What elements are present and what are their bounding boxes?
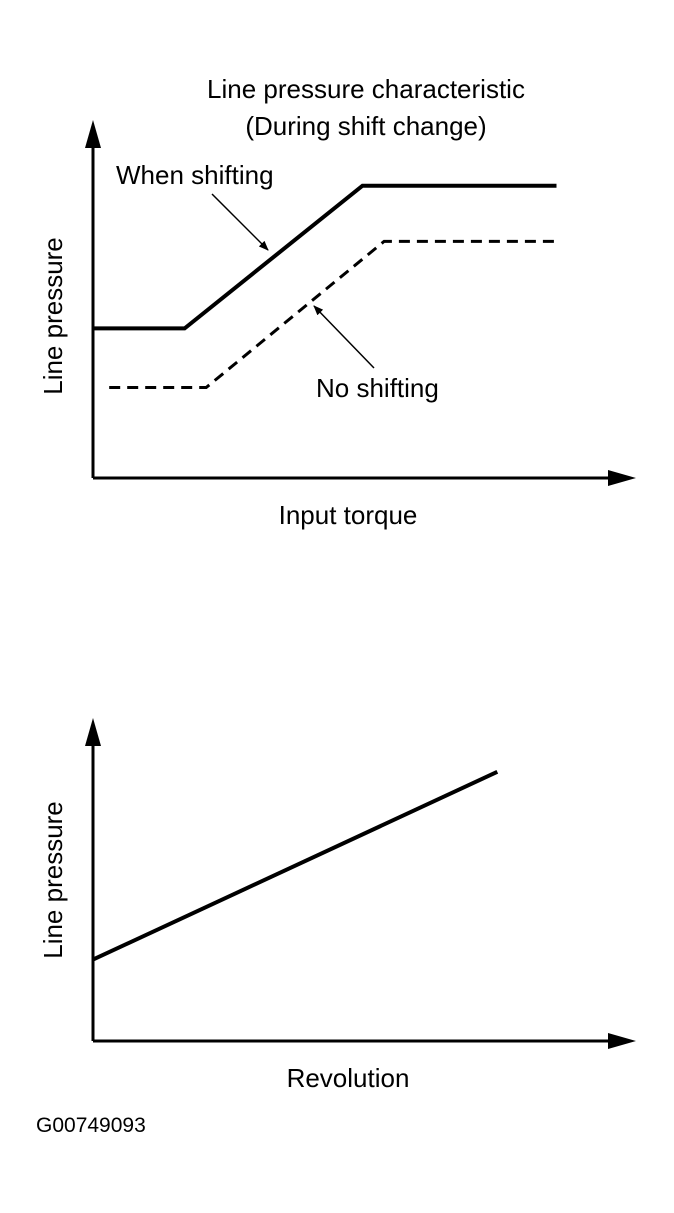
chart-input-torque: Line pressure characteristic (During shi… [38,74,636,530]
chart-revolution: Line pressure Revolution [38,718,636,1093]
chart-1-title: Line pressure characteristic [207,74,525,104]
series-line-no-shifting [109,239,557,389]
figure-id-label: G00749093 [36,1114,146,1137]
chart-2-x-axis-arrow-icon [608,1033,636,1049]
chart-1-x-axis-arrow-icon [608,470,636,486]
series-label-no-shifting: No shifting [316,373,439,403]
chart-2-x-axis-label: Revolution [287,1063,410,1093]
chart-2-y-axis-label: Line pressure [38,801,68,959]
series-line-line-pressure [92,769,499,962]
chart-1-y-axis-arrow-icon [85,120,101,148]
chart-1-y-axis-label: Line pressure [38,237,68,395]
when-shifting-pointer-arrow-icon [211,193,269,251]
chart-1-subtitle: (During shift change) [245,111,486,141]
chart-1-x-axis-label: Input torque [279,500,418,530]
no-shifting-pointer-arrow-icon [313,305,375,369]
series-line-when-shifting [93,183,557,331]
series-label-when-shifting: When shifting [116,160,274,190]
chart-2-y-axis-arrow-icon [85,718,101,746]
